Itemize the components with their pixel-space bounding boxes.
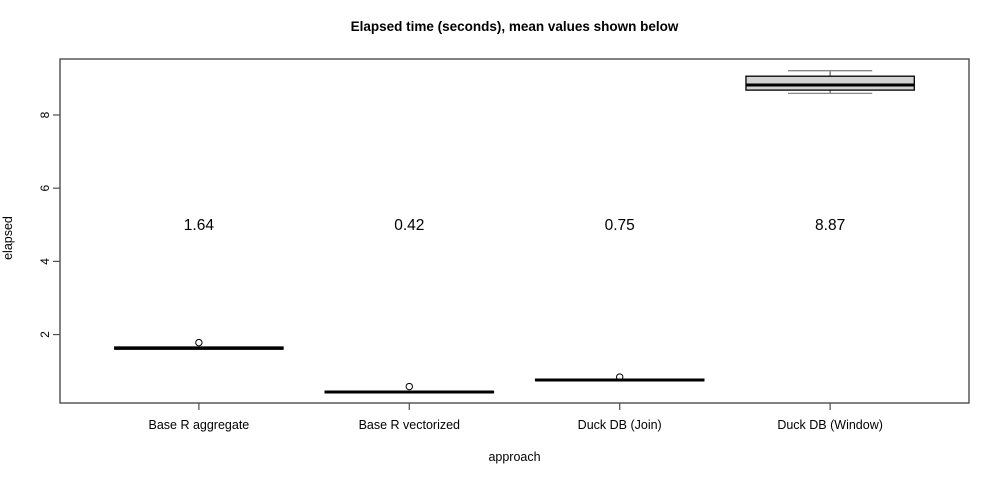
y-tick-label: 6	[38, 185, 52, 192]
y-tick-label: 2	[38, 331, 52, 338]
y-tick-label: 8	[38, 111, 52, 118]
x-tick-label: Duck DB (Join)	[578, 418, 662, 432]
outlier-point	[195, 338, 203, 347]
outlier-point	[405, 382, 413, 391]
x-tick-label: Base R vectorized	[359, 418, 460, 432]
outlier-point	[616, 373, 624, 381]
x-tick-label: Duck DB (Window)	[777, 418, 883, 432]
mean-label: 0.75	[605, 217, 635, 234]
y-tick-label: 4	[38, 258, 52, 265]
mean-label: 8.87	[815, 217, 845, 234]
boxplot-box	[745, 75, 915, 91]
chart-title: Elapsed time (seconds), mean values show…	[350, 19, 679, 34]
plot-frame	[59, 58, 970, 404]
mean-label: 0.42	[394, 217, 424, 234]
mean-label: 1.64	[184, 217, 215, 234]
x-tick-label: Base R aggregate	[148, 418, 249, 432]
y-axis-title: elapsed	[1, 216, 15, 260]
x-axis-title: approach	[488, 450, 541, 464]
